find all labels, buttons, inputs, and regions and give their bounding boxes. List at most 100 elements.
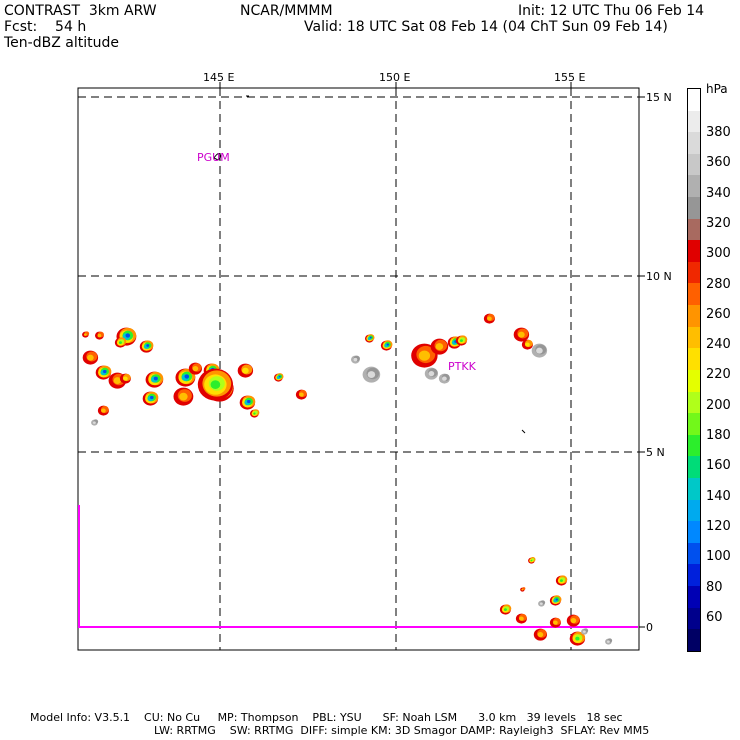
echo-cell xyxy=(103,369,107,374)
colorbar-segment xyxy=(688,197,700,219)
echo-cell xyxy=(184,374,190,379)
lon-label-150: 150 E xyxy=(379,71,411,84)
echo-cell xyxy=(418,350,431,361)
echo-cell xyxy=(575,636,580,641)
station-ptkk: PTKK xyxy=(448,360,476,373)
colorbar-segment xyxy=(688,499,700,522)
colorbar-segment xyxy=(688,326,700,349)
radar-echo-cells xyxy=(82,313,613,646)
colorbar-segment xyxy=(688,348,700,370)
station-pgum: PGUM xyxy=(197,151,230,164)
echo-cell xyxy=(97,333,102,338)
lon-label-155: 155 E xyxy=(554,71,586,84)
colorbar-label: 100 xyxy=(706,549,731,565)
colorbar-segment xyxy=(688,586,700,608)
colorbar-label: 320 xyxy=(706,215,731,231)
colorbar-segment xyxy=(688,218,700,241)
islands xyxy=(213,95,526,434)
colorbar-segment xyxy=(688,607,700,630)
echo-cell xyxy=(253,412,256,415)
echo-cell xyxy=(101,408,106,413)
lat-lon-grid xyxy=(78,88,639,650)
colorbar-segment xyxy=(688,413,700,435)
colorbar-segment xyxy=(688,305,700,327)
echo-cell xyxy=(179,392,188,401)
echo-cell xyxy=(428,371,435,377)
lat-label-10n: 10 N xyxy=(646,270,672,283)
colorbar-segment xyxy=(688,564,700,587)
echo-cell xyxy=(353,357,358,362)
echo-cell xyxy=(87,354,94,361)
echo-cell xyxy=(92,421,96,424)
colorbar-segment xyxy=(688,89,700,111)
echo-cell xyxy=(487,316,492,321)
echo-cell xyxy=(146,344,150,347)
echo-cell xyxy=(299,392,304,397)
echo-cell xyxy=(125,333,131,338)
echo-cell xyxy=(118,341,122,344)
colorbar-segment xyxy=(688,477,700,500)
lat-label-5n: 5 N xyxy=(646,446,665,459)
echo-cell xyxy=(536,347,543,354)
colorbar-segment xyxy=(688,240,700,262)
colorbar-segment xyxy=(688,153,700,176)
echo-cell xyxy=(367,371,376,379)
echo-cell xyxy=(242,367,249,374)
field-name: Ten-dBZ altitude xyxy=(4,35,119,51)
colorbar-label: 300 xyxy=(706,246,731,262)
colorbar-segment xyxy=(688,456,700,478)
echo-cell xyxy=(369,336,372,339)
colorbar-segment xyxy=(688,110,700,133)
colorbar-label: 140 xyxy=(706,488,731,504)
init-time: Init: 12 UTC Thu 06 Feb 14 xyxy=(518,3,705,19)
colorbar xyxy=(687,88,701,652)
echo-cell xyxy=(606,640,610,643)
colorbar-label: 180 xyxy=(706,428,731,443)
domain-boundary xyxy=(78,505,638,628)
valid-time: Valid: 18 UTC Sat 08 Feb 14 (04 ChT Sun … xyxy=(304,19,668,35)
echo-cell xyxy=(442,376,447,381)
echo-cell xyxy=(518,331,525,338)
echo-cell xyxy=(459,339,463,342)
colorbar-label: 360 xyxy=(706,155,731,171)
echo-cell xyxy=(278,375,281,378)
colorbar-label: 340 xyxy=(706,185,731,201)
echo-cell xyxy=(247,399,251,404)
colorbar-label: 280 xyxy=(706,276,731,292)
colorbar-segment xyxy=(688,283,700,306)
echo-cell xyxy=(530,559,533,562)
echo-cell xyxy=(123,376,128,381)
guam-island xyxy=(213,153,222,161)
echo-cell xyxy=(150,395,154,400)
colorbar-label: 380 xyxy=(706,125,731,140)
echo-cell xyxy=(537,632,544,638)
echo-cell xyxy=(570,618,577,624)
echo-cell xyxy=(553,620,558,625)
echo-cell xyxy=(192,366,199,372)
colorbar-segment xyxy=(688,132,700,154)
colorbar-segment xyxy=(688,629,700,651)
colorbar-label: 80 xyxy=(706,579,723,595)
echo-cell xyxy=(210,380,221,389)
forecast-hour: Fcst: 54 h xyxy=(4,19,87,35)
colorbar-segment xyxy=(688,369,700,392)
colorbar-segment xyxy=(688,521,700,543)
model-info-line2: LW: RRTMG SW: RRTMG DIFF: simple KM: 3D … xyxy=(154,724,650,737)
colorbar-label: 160 xyxy=(706,458,731,474)
echo-cell xyxy=(582,630,586,633)
colorbar-label: 220 xyxy=(706,367,731,383)
lon-label-145: 145 E xyxy=(203,71,235,84)
echo-cell xyxy=(559,579,563,582)
axis-ticks xyxy=(219,82,645,628)
colorbar-label: 240 xyxy=(706,337,731,353)
colorbar-unit: hPa xyxy=(706,82,728,96)
echo-cell xyxy=(525,342,530,347)
island-east xyxy=(521,429,526,434)
colorbar-label: 120 xyxy=(706,518,731,534)
echo-cell xyxy=(83,333,87,336)
organization: NCAR/MMMM xyxy=(240,3,333,19)
lat-label-15n: 15 N xyxy=(646,91,672,104)
echo-cell xyxy=(113,377,122,385)
colorbar-segment xyxy=(688,391,700,414)
